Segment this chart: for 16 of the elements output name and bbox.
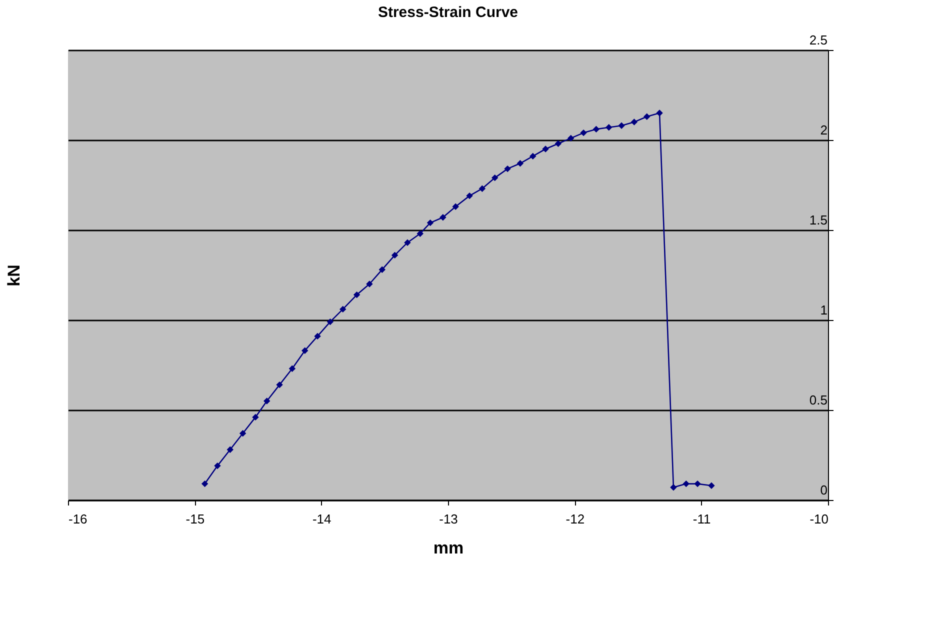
y-axis-title: kN xyxy=(4,264,24,286)
y-tick-label: 0.5 xyxy=(809,392,828,408)
x-tick-label: -15 xyxy=(186,512,205,526)
x-tick-label: -11 xyxy=(692,512,711,526)
y-tick-label: 2.5 xyxy=(809,32,828,48)
y-tick-label: 0 xyxy=(820,482,828,498)
x-tick-label: -16 xyxy=(68,512,88,526)
x-tick-label: -13 xyxy=(439,512,458,526)
chart-title: Stress-Strain Curve xyxy=(378,4,518,21)
x-axis-title: mm xyxy=(433,538,464,558)
y-tick-label: 1 xyxy=(820,302,828,318)
x-tick-label: -12 xyxy=(566,512,585,526)
y-tick-label: 1.5 xyxy=(809,212,828,228)
x-tick-label: -10 xyxy=(810,512,828,526)
x-tick-label: -14 xyxy=(312,512,332,526)
y-tick-label: 2 xyxy=(820,122,828,138)
